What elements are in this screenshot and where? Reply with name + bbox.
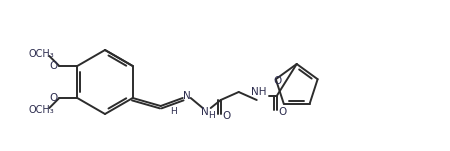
Text: H: H <box>208 111 215 120</box>
Text: OCH₃: OCH₃ <box>28 105 54 115</box>
Text: N: N <box>183 91 191 101</box>
Text: NH: NH <box>251 87 266 97</box>
Text: O: O <box>279 107 287 117</box>
Text: H: H <box>171 108 177 117</box>
Text: O: O <box>49 93 58 103</box>
Text: O: O <box>49 61 58 71</box>
Text: OCH₃: OCH₃ <box>28 49 54 59</box>
Text: N: N <box>201 107 209 117</box>
Text: O: O <box>223 111 231 121</box>
Text: O: O <box>274 76 282 86</box>
